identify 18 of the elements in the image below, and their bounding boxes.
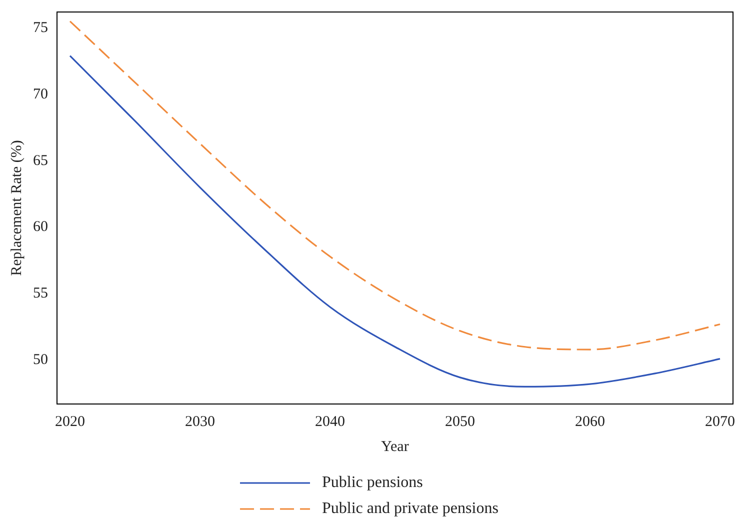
y-axis-title: Replacement Rate (%) [8,140,25,276]
x-tick-label: 2020 [55,414,85,430]
x-tick-label: 2060 [575,414,605,430]
legend-label: Public and private pensions [322,500,498,518]
x-tick-label: 2040 [315,414,345,430]
line-series [69,20,721,350]
x-tick-label: 2050 [445,414,475,430]
y-tick-label: 50 [33,352,48,368]
y-tick-label: 70 [33,86,48,102]
y-tick-label: 75 [33,20,48,36]
y-tick-label: 60 [33,219,48,236]
y-tick-label: 55 [33,286,48,302]
x-tick-label: 2030 [185,414,215,430]
line-series [69,55,721,388]
y-tick-label: 65 [33,152,48,169]
legend-label: Public pensions [322,474,423,492]
x-tick-label: 2070 [705,414,735,430]
x-axis-title: Year [381,438,409,455]
